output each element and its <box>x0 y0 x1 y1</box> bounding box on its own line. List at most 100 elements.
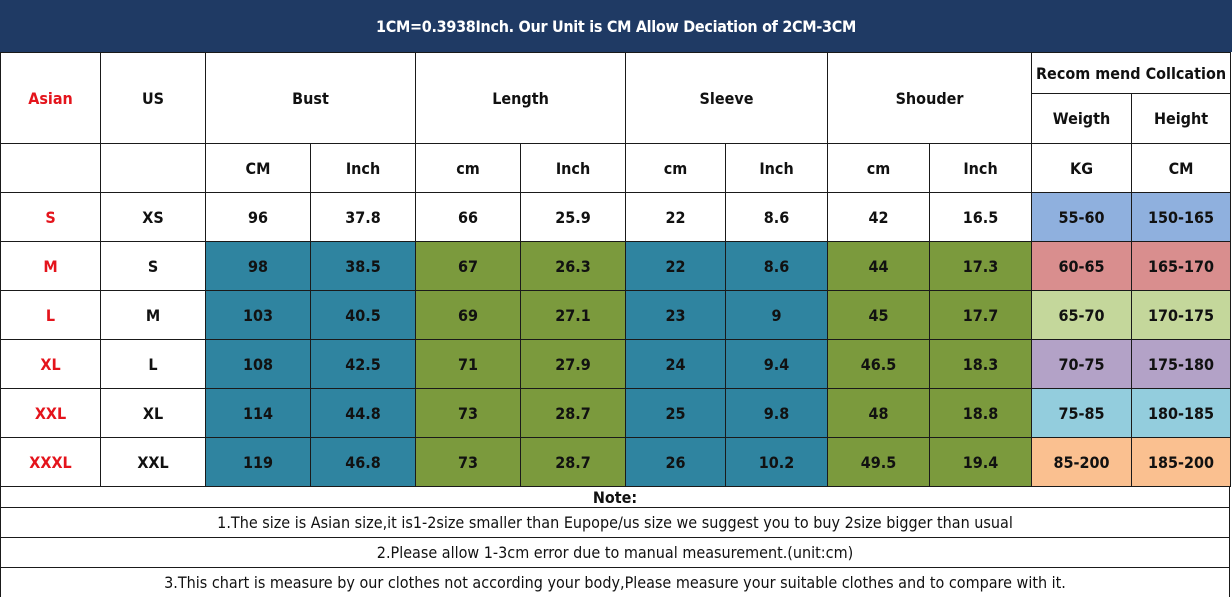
size-row: M S 98 38.5 67 26.3 22 8.6 44 17.3 60-65 165-170 <box>0 241 1232 291</box>
header-height: Height <box>1131 93 1232 144</box>
size-row: XXL XL 114 44.8 73 28.7 25 9.8 48 18.8 75-85 180-18… <box>0 388 1232 438</box>
notes-section: Note: 1.The size is Asian size,it is1-2s… <box>0 486 1230 597</box>
measure-cell: 24 <box>625 339 727 389</box>
unit-cell: cm <box>827 143 931 193</box>
measure-cell: 28.7 <box>520 437 627 487</box>
measure-cell: 114 <box>205 388 311 438</box>
measure-cell: 22 <box>625 192 727 242</box>
size-row: S XS 96 37.8 66 25.9 22 8.6 42 16.5 55-60 150-165 <box>0 192 1232 242</box>
measure-cell: 66 <box>415 192 522 242</box>
weight-cell: 85-200 <box>1031 437 1133 487</box>
us-size: M <box>100 290 206 340</box>
measure-cell: 37.8 <box>309 192 417 242</box>
unit-cell: cm <box>415 143 522 193</box>
unit-blank-us <box>100 143 206 193</box>
measure-cell: 108 <box>205 339 311 389</box>
measure-cell: 18.8 <box>929 388 1033 438</box>
measure-cell: 26.3 <box>520 241 627 291</box>
measure-cell: 18.3 <box>929 339 1033 389</box>
size-row: XL L 108 42.5 71 27.9 24 9.4 46.5 18.3 70-75 175-18… <box>0 339 1232 389</box>
asian-size: XXXL <box>0 437 101 487</box>
size-row: L M 103 40.5 69 27.1 23 9 45 17.7 65-70 170-175 <box>0 290 1232 340</box>
unit-banner: 1CM=0.3938Inch. Our Unit is CM Allow Dec… <box>0 0 1232 52</box>
weight-cell: 70-75 <box>1031 339 1133 389</box>
note-line: 1.The size is Asian size,it is1-2size sm… <box>0 508 1230 538</box>
measure-cell: 9 <box>725 290 829 340</box>
unit-cell: CM <box>205 143 311 193</box>
unit-cell: Inch <box>725 143 829 193</box>
measure-cell: 73 <box>415 437 522 487</box>
asian-size: L <box>0 290 101 340</box>
measure-cell: 25 <box>625 388 727 438</box>
measure-cell: 38.5 <box>309 241 417 291</box>
measure-cell: 17.3 <box>929 241 1033 291</box>
measure-cell: 119 <box>205 437 311 487</box>
header-asian: Asian <box>0 52 101 144</box>
asian-size: S <box>0 192 101 242</box>
measure-cell: 44.8 <box>309 388 417 438</box>
header-shoulder: Shouder <box>827 52 1033 144</box>
measure-cell: 96 <box>205 192 311 242</box>
measure-cell: 73 <box>415 388 522 438</box>
measure-cell: 27.1 <box>520 290 627 340</box>
measure-cell: 69 <box>415 290 522 340</box>
header-us: US <box>100 52 206 144</box>
us-size: XS <box>100 192 206 242</box>
measure-cell: 9.4 <box>725 339 829 389</box>
unit-blank-asian <box>0 143 101 193</box>
measure-cell: 28.7 <box>520 388 627 438</box>
measure-cell: 46.8 <box>309 437 417 487</box>
measure-cell: 27.9 <box>520 339 627 389</box>
measure-cell: 19.4 <box>929 437 1033 487</box>
measure-cell: 23 <box>625 290 727 340</box>
measure-cell: 10.2 <box>725 437 829 487</box>
measure-cell: 16.5 <box>929 192 1033 242</box>
measure-cell: 26 <box>625 437 727 487</box>
header-weight: Weigth <box>1031 93 1133 144</box>
measure-cell: 67 <box>415 241 522 291</box>
measure-cell: 9.8 <box>725 388 829 438</box>
us-size: XXL <box>100 437 206 487</box>
asian-size: XL <box>0 339 101 389</box>
measure-cell: 44 <box>827 241 931 291</box>
height-cell: 165-170 <box>1131 241 1232 291</box>
header-recommend: Recom mend Collcation <box>1031 52 1232 94</box>
unit-cell: Inch <box>520 143 627 193</box>
measure-cell: 71 <box>415 339 522 389</box>
measure-cell: 17.7 <box>929 290 1033 340</box>
unit-cell: Inch <box>309 143 417 193</box>
measure-cell: 45 <box>827 290 931 340</box>
asian-size: XXL <box>0 388 101 438</box>
weight-cell: 60-65 <box>1031 241 1133 291</box>
measure-cell: 48 <box>827 388 931 438</box>
measure-cell: 49.5 <box>827 437 931 487</box>
us-size: S <box>100 241 206 291</box>
height-cell: 170-175 <box>1131 290 1232 340</box>
measure-cell: 42 <box>827 192 931 242</box>
header-sleeve: Sleeve <box>625 52 829 144</box>
note-line: 3.This chart is measure by our clothes n… <box>0 568 1230 597</box>
us-size: L <box>100 339 206 389</box>
asian-size: M <box>0 241 101 291</box>
measure-cell: 103 <box>205 290 311 340</box>
size-table: Asian US Bust Length Sleeve Shouder Reco… <box>0 52 1232 487</box>
notes-title: Note: <box>0 486 1230 508</box>
unit-cell: cm <box>625 143 727 193</box>
unit-cell: Inch <box>929 143 1033 193</box>
height-cell: 185-200 <box>1131 437 1232 487</box>
us-size: XL <box>100 388 206 438</box>
unit-cell: CM <box>1131 143 1232 193</box>
height-cell: 180-185 <box>1131 388 1232 438</box>
header-length: Length <box>415 52 627 144</box>
size-row: XXXL XXL 119 46.8 73 28.7 26 10.2 49.5 19.4 85-200… <box>0 437 1232 487</box>
header-bust: Bust <box>204 52 417 144</box>
height-cell: 175-180 <box>1131 339 1232 389</box>
unit-cell: KG <box>1031 143 1133 193</box>
measure-cell: 98 <box>205 241 311 291</box>
weight-cell: 75-85 <box>1031 388 1133 438</box>
measure-cell: 40.5 <box>309 290 417 340</box>
measure-cell: 25.9 <box>520 192 627 242</box>
measure-cell: 42.5 <box>309 339 417 389</box>
measure-cell: 8.6 <box>725 192 829 242</box>
